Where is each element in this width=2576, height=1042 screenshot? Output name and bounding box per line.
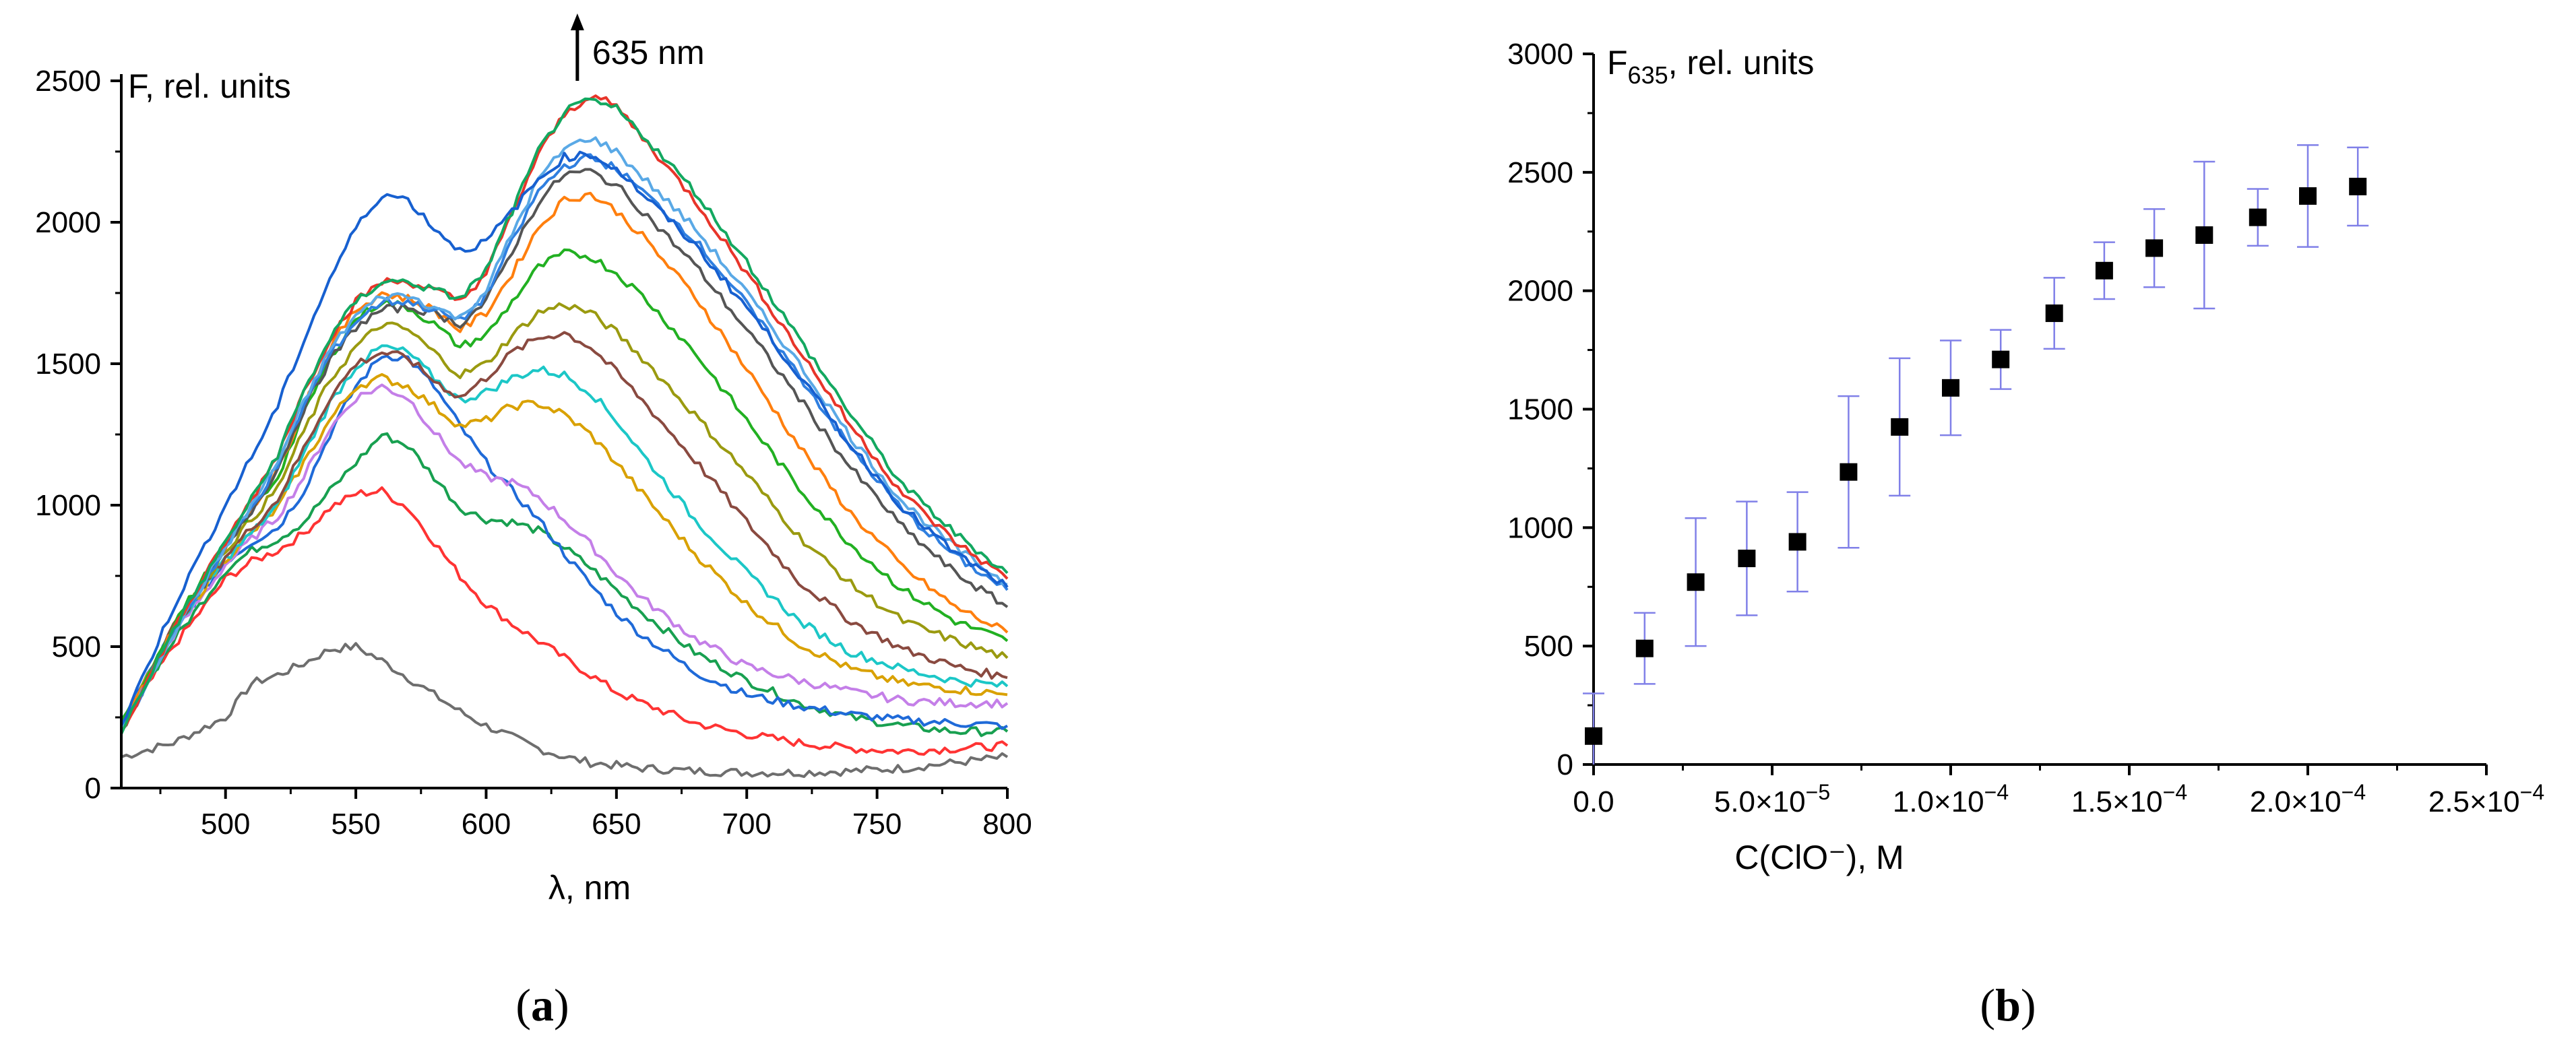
- chart-b-point-11: [2093, 241, 2115, 300]
- chart-b-titration: 0.0 5.0×10−5 1.0×10−4 1.5×10−4 2.0×10−4 2.5×1…: [1507, 38, 2544, 1031]
- chart-a-series-line-4: [120, 354, 1008, 730]
- chart-a-spectra: 500 550 600 650 700 750 800 0 500 1000 1500 2000 250…: [35, 13, 1032, 1031]
- chart-b-panel-label: (b): [1980, 979, 2036, 1031]
- chart-a-y-tick-label-1000: 1000: [35, 489, 101, 522]
- chart-a-y-tick-label-500: 500: [52, 630, 101, 663]
- chart-b-point-2: [1633, 612, 1656, 685]
- chart-b-point-5: [1786, 491, 1809, 593]
- chart-a-x-tick-label-500: 500: [201, 808, 250, 841]
- chart-a-x-tick-label-750: 750: [852, 808, 902, 841]
- chart-b-x-tick-label-1: 5.0×10−5: [1714, 780, 1830, 818]
- chart-b-marker-10: [2045, 304, 2063, 323]
- chart-b-point-9: [1990, 329, 2012, 390]
- chart-a-y-tick-label-1500: 1500: [35, 348, 101, 381]
- chart-b-point-6: [1837, 395, 1860, 549]
- chart-a-series-line-16: [120, 97, 1009, 735]
- chart-b-point-1: [1583, 692, 1604, 764]
- chart-b-marker-11: [2095, 261, 2113, 280]
- chart-a-axes: 500 550 600 650 700 750 800 0 500 1000 1500 2000 250…: [35, 65, 1032, 841]
- chart-b-point-8: [1940, 339, 1961, 436]
- chart-a-series-line-12: [120, 168, 1009, 731]
- chart-b-marker-13: [2195, 226, 2213, 245]
- chart-b-marker-7: [1891, 418, 1909, 436]
- chart-a-series-line-1: [121, 642, 1009, 778]
- chart-a-series-group: [120, 94, 1009, 778]
- chart-a-series-line-7: [120, 344, 1009, 733]
- chart-b-point-3: [1685, 517, 1707, 647]
- chart-a-series-line-3: [120, 432, 1009, 738]
- chart-a-annotation-arrowhead: [570, 13, 584, 30]
- chart-b-point-12: [2143, 208, 2166, 288]
- chart-a-series-line-14: [120, 136, 1008, 734]
- chart-b-x-tick-label-4: 2.0×10−4: [2250, 780, 2366, 818]
- chart-a-y-axis-label: F, rel. units: [128, 67, 291, 105]
- chart-a-series-line-13: [120, 153, 1009, 732]
- chart-a-x-tick-label-650: 650: [592, 808, 641, 841]
- chart-b-axes: 0.0 5.0×10−5 1.0×10−4 1.5×10−4 2.0×10−4 2.5×1…: [1507, 38, 2544, 818]
- chart-a-x-tick-label-700: 700: [722, 808, 772, 841]
- chart-a-x-axis-label: λ, nm: [548, 869, 631, 907]
- chart-b-y-tick-label-2000: 2000: [1507, 275, 1573, 308]
- chart-b-marker-2: [1635, 639, 1654, 657]
- chart-b-marker-6: [1840, 463, 1858, 481]
- chart-b-x-tick-label-2: 1.0×10−4: [1893, 780, 2009, 818]
- chart-a-x-tick-label-600: 600: [462, 808, 511, 841]
- chart-a-x-tick-label-550: 550: [331, 808, 380, 841]
- chart-a-series-line-2: [120, 486, 1009, 756]
- chart-b-y-tick-label-2500: 2500: [1507, 156, 1573, 189]
- chart-b-y-tick-label-1000: 1000: [1507, 511, 1573, 544]
- chart-a-panel-label: (a): [515, 979, 569, 1031]
- chart-b-marker-16: [2349, 177, 2367, 195]
- chart-b-point-16: [2347, 146, 2369, 227]
- chart-b-x-axis-label: C(ClO⁻), M: [1734, 839, 1904, 876]
- chart-b-points-group: [1583, 144, 2369, 764]
- chart-a-series-line-17: [120, 150, 1009, 727]
- chart-a-y-tick-label-2000: 2000: [35, 206, 101, 239]
- chart-b-marker-14: [2249, 208, 2267, 226]
- chart-b-marker-4: [1738, 550, 1756, 568]
- chart-a-y-tick-label-2500: 2500: [35, 65, 101, 98]
- chart-b-point-15: [2297, 144, 2319, 248]
- chart-b-marker-12: [2145, 239, 2164, 257]
- chart-b-point-7: [1889, 357, 1911, 497]
- chart-b-y-tick-label-3000: 3000: [1507, 38, 1573, 71]
- chart-b-y-tick-label-1500: 1500: [1507, 393, 1573, 426]
- chart-b-marker-3: [1687, 573, 1705, 591]
- chart-b-marker-15: [2299, 187, 2317, 205]
- chart-b-x-tick-label-5: 2.5×10−4: [2428, 780, 2544, 818]
- chart-b-point-4: [1736, 500, 1758, 616]
- chart-b-marker-9: [1992, 350, 2010, 368]
- chart-b-marker-5: [1788, 533, 1807, 551]
- chart-a-x-tick-label-800: 800: [982, 808, 1032, 841]
- chart-a-series-line-5: [120, 383, 1009, 724]
- chart-a-annotation-635nm: 635 nm: [570, 13, 705, 81]
- chart-a-series-line-8: [120, 331, 1008, 731]
- chart-a-series-line-9: [120, 302, 1009, 729]
- chart-a-annotation-label: 635 nm: [592, 34, 705, 71]
- chart-b-point-10: [2043, 277, 2065, 350]
- chart-b-y-tick-label-0: 0: [1557, 748, 1573, 781]
- chart-b-marker-1: [1585, 727, 1602, 745]
- chart-b-y-axis-label: F635, rel. units: [1607, 44, 1814, 89]
- chart-b-point-13: [2193, 160, 2216, 310]
- chart-b-x-tick-label-0: 0.0: [1573, 785, 1614, 818]
- chart-a-series-line-10: [120, 248, 1009, 723]
- chart-b-marker-8: [1942, 379, 1959, 397]
- chart-b-point-14: [2247, 188, 2269, 247]
- chart-a-series-line-11: [120, 191, 1009, 727]
- chart-b-y-tick-label-500: 500: [1524, 630, 1573, 663]
- chart-a-y-tick-label-0: 0: [85, 772, 101, 805]
- chart-b-x-tick-label-3: 1.5×10−4: [2071, 780, 2187, 818]
